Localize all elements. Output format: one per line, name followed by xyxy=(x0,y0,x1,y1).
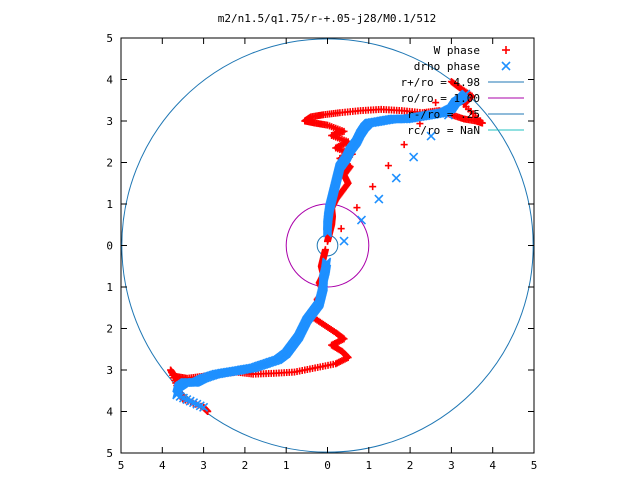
legend: W phase drho phase r+/ro = 4.98 ro/ro = 1.0… xyxy=(401,44,524,137)
drho-phase-point-d2 xyxy=(409,152,419,162)
y-tick-label: 5 xyxy=(106,447,113,460)
drho-phase-point-d2 xyxy=(356,215,367,225)
x-tick-label: 4 xyxy=(159,459,166,472)
drho-phase-point-d2 xyxy=(185,396,195,406)
drho-phase-point-d2 xyxy=(443,110,454,120)
y-tick-label: 5 xyxy=(106,32,113,45)
x-tick-label: 3 xyxy=(448,459,455,472)
x-tick-label: 0 xyxy=(324,459,331,472)
x-tick-label: 5 xyxy=(531,459,538,472)
drho-phase-point xyxy=(356,215,367,225)
x-tick-label: 2 xyxy=(242,459,249,472)
x-tick-label: 3 xyxy=(200,459,207,472)
drho-phase-point-d2 xyxy=(188,398,199,408)
drho-phase-point-d2 xyxy=(178,393,189,403)
drho-phase-point xyxy=(339,236,349,246)
drho-phase-point-d2 xyxy=(374,194,384,204)
drho-phase-point xyxy=(426,131,436,141)
drho-phase-point xyxy=(391,173,401,183)
legend-label: ro/ro = 1.00 xyxy=(401,92,480,105)
drho-phase-point xyxy=(374,194,384,204)
legend-label: r+/ro = 4.98 xyxy=(401,76,480,89)
drho-phase-point xyxy=(443,110,454,120)
data-points xyxy=(167,78,486,415)
legend-marker xyxy=(501,61,511,71)
legend-marker-d2 xyxy=(501,61,511,71)
legend-label: drho phase xyxy=(414,60,480,73)
w-phase-point xyxy=(447,78,455,86)
drho-phase-point-d2 xyxy=(195,401,205,411)
w-phase-point xyxy=(400,141,408,149)
drho-phase-point-d2 xyxy=(339,236,349,246)
w-phase-point xyxy=(353,204,361,212)
legend-marker xyxy=(502,46,510,54)
chart-title: m2/n1.5/q1.75/r-+.05-j28/M0.1/512 xyxy=(218,12,437,25)
y-tick-label: 3 xyxy=(106,364,113,377)
legend-label: rc/ro = NaN xyxy=(407,124,480,137)
drho-phase-point-d2 xyxy=(192,399,202,409)
x-tick-label: 2 xyxy=(407,459,414,472)
y-tick-label: 3 xyxy=(106,115,113,128)
legend-label: r-/ro = .25 xyxy=(407,108,480,121)
drho-phase-point xyxy=(409,152,419,162)
y-tick-label: 1 xyxy=(106,198,113,211)
w-phase-point xyxy=(432,99,440,107)
drho-phase-point-d2 xyxy=(172,390,182,400)
w-phase-point xyxy=(204,408,212,415)
drho-phase-point-d2 xyxy=(426,131,436,141)
x-tick-label: 5 xyxy=(118,459,125,472)
drho-phase-point-d2 xyxy=(391,173,401,183)
w-phase-point xyxy=(384,162,392,170)
y-tick-label: 4 xyxy=(106,406,113,419)
y-tick-label: 0 xyxy=(106,240,113,253)
drho-phase-point-d2 xyxy=(199,402,209,412)
w-phase-point xyxy=(369,183,377,191)
drho-phase-point xyxy=(199,402,209,412)
legend-label: W phase xyxy=(434,44,480,57)
x-tick-label: 1 xyxy=(283,459,290,472)
y-tick-label: 1 xyxy=(106,281,113,294)
x-tick-label: 1 xyxy=(365,459,372,472)
drho-phase-point-d2 xyxy=(182,395,192,405)
drho-phase-point-d2 xyxy=(175,391,185,402)
x-tick-label: 4 xyxy=(489,459,496,472)
w-phase-point xyxy=(337,225,345,233)
y-tick-label: 2 xyxy=(106,157,113,170)
y-tick-label: 2 xyxy=(106,323,113,336)
drho-phase-point xyxy=(461,89,471,99)
y-tick-label: 4 xyxy=(106,74,113,87)
drho-phase-point-d2 xyxy=(461,89,471,99)
